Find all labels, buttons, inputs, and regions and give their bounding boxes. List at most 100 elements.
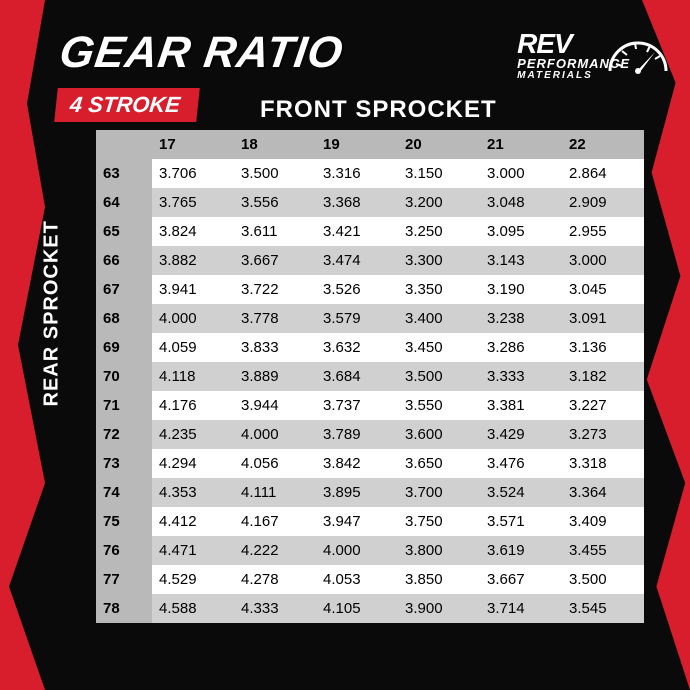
ratio-cell: 3.350 — [398, 275, 480, 304]
ratio-cell: 3.091 — [562, 304, 644, 333]
brand-logo: REV PERFORMANCE MATERIALS — [517, 28, 630, 81]
rear-sprocket-header: 63 — [96, 159, 152, 188]
ratio-cell: 3.789 — [316, 420, 398, 449]
front-sprocket-label: FRONT SPROCKET — [260, 96, 497, 124]
table-header-row: 171819202122 — [96, 130, 644, 159]
bg-accent-right — [642, 0, 690, 690]
ratio-cell: 4.412 — [152, 507, 234, 536]
table-row: 734.2944.0563.8423.6503.4763.318 — [96, 449, 644, 478]
ratio-cell: 3.579 — [316, 304, 398, 333]
ratio-cell: 3.095 — [480, 217, 562, 246]
ratio-cell: 3.318 — [562, 449, 644, 478]
ratio-cell: 3.941 — [152, 275, 234, 304]
ratio-cell: 3.045 — [562, 275, 644, 304]
table-row: 724.2354.0003.7893.6003.4293.273 — [96, 420, 644, 449]
ratio-cell: 4.471 — [152, 536, 234, 565]
ratio-cell: 3.190 — [480, 275, 562, 304]
ratio-cell: 3.706 — [152, 159, 234, 188]
ratio-cell: 3.450 — [398, 333, 480, 362]
ratio-cell: 3.571 — [480, 507, 562, 536]
rear-sprocket-header: 72 — [96, 420, 152, 449]
table-row: 714.1763.9443.7373.5503.3813.227 — [96, 391, 644, 420]
rear-sprocket-header: 78 — [96, 594, 152, 623]
ratio-cell: 3.556 — [234, 188, 316, 217]
ratio-cell: 3.600 — [398, 420, 480, 449]
stroke-badge: 4 STROKE — [54, 88, 200, 122]
ratio-cell: 3.750 — [398, 507, 480, 536]
header: GEAR RATIO REV PERFORMANCE MATERIALS — [60, 28, 630, 81]
rear-sprocket-header: 73 — [96, 449, 152, 478]
ratio-cell: 3.632 — [316, 333, 398, 362]
rear-sprocket-header: 74 — [96, 478, 152, 507]
ratio-cell: 3.737 — [316, 391, 398, 420]
front-sprocket-header: 17 — [152, 130, 234, 159]
ratio-cell: 3.500 — [398, 362, 480, 391]
ratio-cell: 3.800 — [398, 536, 480, 565]
ratio-cell: 4.278 — [234, 565, 316, 594]
table-row: 694.0593.8333.6323.4503.2863.136 — [96, 333, 644, 362]
ratio-cell: 3.619 — [480, 536, 562, 565]
ratio-cell: 4.222 — [234, 536, 316, 565]
ratio-cell: 3.524 — [480, 478, 562, 507]
ratio-cell: 4.105 — [316, 594, 398, 623]
ratio-cell: 3.842 — [316, 449, 398, 478]
ratio-cell: 3.550 — [398, 391, 480, 420]
ratio-cell: 4.176 — [152, 391, 234, 420]
bg-accent-left — [0, 0, 45, 690]
corner-cell — [96, 130, 152, 159]
front-sprocket-header: 20 — [398, 130, 480, 159]
ratio-cell: 3.381 — [480, 391, 562, 420]
ratio-cell: 2.909 — [562, 188, 644, 217]
ratio-cell: 3.000 — [562, 246, 644, 275]
ratio-cell: 3.882 — [152, 246, 234, 275]
ratio-cell: 3.333 — [480, 362, 562, 391]
ratio-cell: 3.000 — [480, 159, 562, 188]
rear-sprocket-header: 69 — [96, 333, 152, 362]
ratio-cell: 3.765 — [152, 188, 234, 217]
ratio-cell: 4.294 — [152, 449, 234, 478]
ratio-cell: 3.048 — [480, 188, 562, 217]
rear-sprocket-header: 67 — [96, 275, 152, 304]
ratio-cell: 3.944 — [234, 391, 316, 420]
ratio-cell: 3.611 — [234, 217, 316, 246]
ratio-cell: 3.650 — [398, 449, 480, 478]
ratio-cell: 3.455 — [562, 536, 644, 565]
gear-ratio-table: 171819202122 633.7063.5003.3163.1503.000… — [96, 130, 644, 623]
ratio-cell: 3.947 — [316, 507, 398, 536]
ratio-cell: 3.136 — [562, 333, 644, 362]
rear-sprocket-header: 65 — [96, 217, 152, 246]
ratio-cell: 4.111 — [234, 478, 316, 507]
front-sprocket-header: 19 — [316, 130, 398, 159]
ratio-cell: 4.000 — [152, 304, 234, 333]
ratio-cell: 3.500 — [234, 159, 316, 188]
table-row: 764.4714.2224.0003.8003.6193.455 — [96, 536, 644, 565]
rear-sprocket-label: REAR SPROCKET — [41, 220, 64, 406]
ratio-cell: 3.900 — [398, 594, 480, 623]
ratio-cell: 3.429 — [480, 420, 562, 449]
table-row: 684.0003.7783.5793.4003.2383.091 — [96, 304, 644, 333]
table-row: 704.1183.8893.6843.5003.3333.182 — [96, 362, 644, 391]
page-title: GEAR RATIO — [56, 28, 346, 78]
rear-sprocket-header: 75 — [96, 507, 152, 536]
rear-sprocket-header: 68 — [96, 304, 152, 333]
ratio-cell: 2.864 — [562, 159, 644, 188]
ratio-cell: 3.316 — [316, 159, 398, 188]
front-sprocket-header: 22 — [562, 130, 644, 159]
table-body: 633.7063.5003.3163.1503.0002.864643.7653… — [96, 159, 644, 623]
ratio-cell: 4.053 — [316, 565, 398, 594]
table-row: 643.7653.5563.3683.2003.0482.909 — [96, 188, 644, 217]
ratio-cell: 3.200 — [398, 188, 480, 217]
ratio-cell: 4.000 — [234, 420, 316, 449]
rear-sprocket-header: 76 — [96, 536, 152, 565]
ratio-cell: 3.238 — [480, 304, 562, 333]
rear-sprocket-header: 70 — [96, 362, 152, 391]
front-sprocket-header: 18 — [234, 130, 316, 159]
ratio-cell: 4.000 — [316, 536, 398, 565]
ratio-cell: 3.273 — [562, 420, 644, 449]
ratio-cell: 3.833 — [234, 333, 316, 362]
ratio-cell: 4.059 — [152, 333, 234, 362]
rear-sprocket-header: 71 — [96, 391, 152, 420]
ratio-cell: 3.889 — [234, 362, 316, 391]
table-row: 774.5294.2784.0533.8503.6673.500 — [96, 565, 644, 594]
ratio-cell: 3.895 — [316, 478, 398, 507]
